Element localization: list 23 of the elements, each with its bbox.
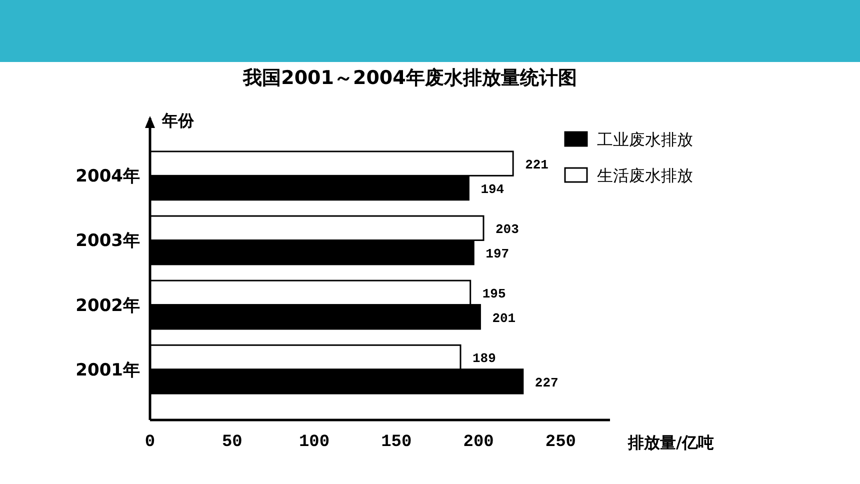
x-tick-label: 200 xyxy=(463,433,494,452)
legend-label: 生活废水排放 xyxy=(597,166,693,185)
data-label: 201 xyxy=(492,310,516,326)
y-tick-label: 2002年 xyxy=(76,296,140,316)
chart-title: 我国2001～2004年废水排放量统计图 xyxy=(242,67,577,89)
legend-label: 工业废水排放 xyxy=(597,130,693,149)
y-axis-title: 年份 xyxy=(161,111,195,130)
x-tick-label: 50 xyxy=(222,433,242,452)
x-tick-label: 150 xyxy=(381,433,412,452)
y-tick-label: 2004年 xyxy=(76,166,140,187)
data-label: 194 xyxy=(480,182,504,197)
y-tick-label: 2003年 xyxy=(76,231,140,252)
data-label: 203 xyxy=(496,222,520,238)
data-label: 195 xyxy=(482,286,506,302)
x-tick-label: 250 xyxy=(545,433,576,452)
x-axis-title: 排放量/亿吨 xyxy=(627,433,714,452)
data-label: 227 xyxy=(534,375,558,390)
data-label: 189 xyxy=(472,351,496,366)
data-label: 221 xyxy=(525,158,549,173)
y-tick-label: 2001年 xyxy=(76,360,140,380)
x-tick-label: 100 xyxy=(298,433,330,452)
x-tick-label: 0 xyxy=(144,433,156,452)
data-label: 197 xyxy=(486,246,510,262)
